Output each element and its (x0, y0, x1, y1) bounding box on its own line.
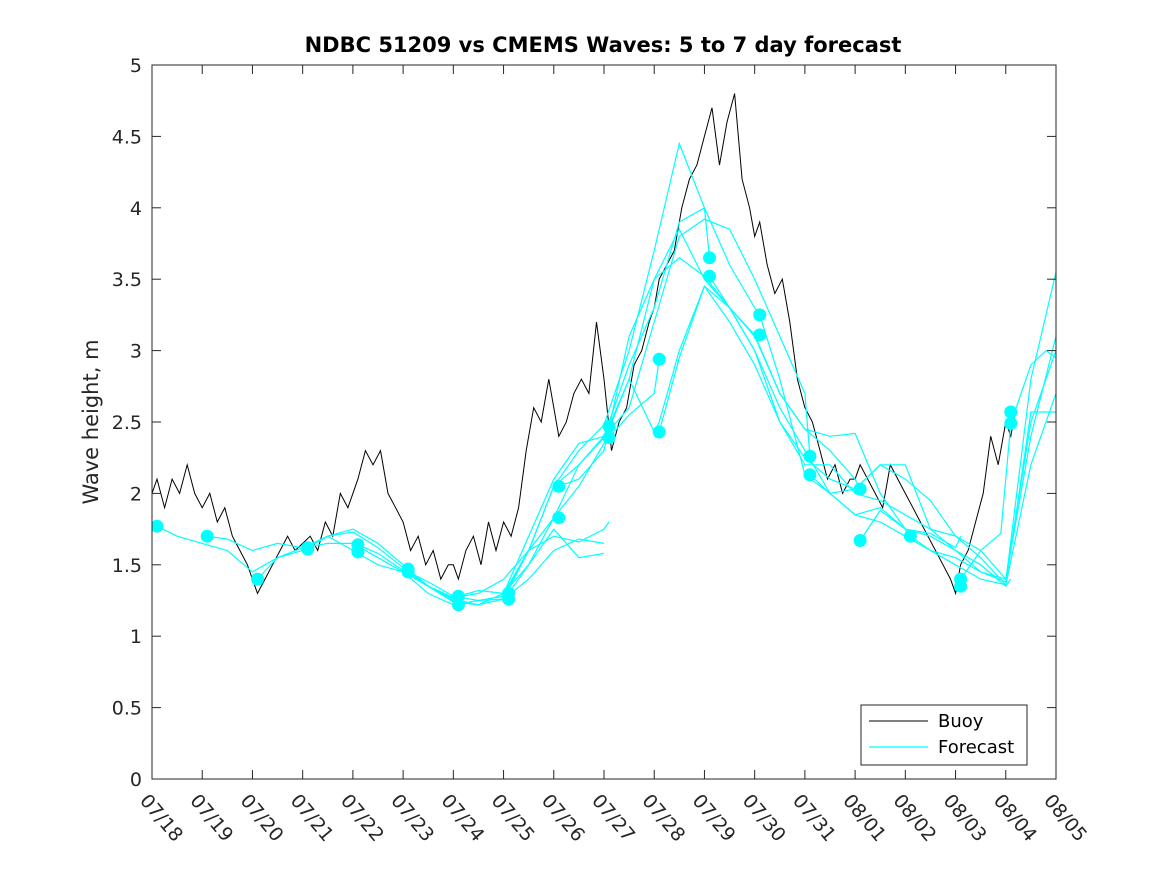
forecast-start-marker (853, 534, 867, 547)
x-tick-label: 08/04 (989, 790, 1041, 846)
forecast-start-marker (301, 542, 315, 556)
forecast-series-line-11 (658, 285, 1012, 588)
x-tick-label: 07/19 (185, 790, 237, 846)
forecast-start-marker (251, 572, 264, 586)
x-tick-label: 07/31 (788, 790, 840, 846)
y-tick-label: 1.5 (112, 555, 142, 577)
forecast-start-marker (954, 579, 968, 593)
x-tick-label: 07/30 (738, 790, 790, 846)
axes-box (151, 64, 1057, 780)
x-tick-label: 07/23 (386, 790, 438, 846)
plot-area (152, 93, 1056, 612)
forecast-start-marker (652, 352, 666, 366)
x-tick-label: 07/21 (286, 790, 338, 846)
x-tick-label: 07/24 (437, 790, 489, 846)
y-tick-label: 2.5 (112, 412, 142, 434)
y-tick-label: 5 (130, 55, 142, 77)
x-tick-label: 08/01 (838, 790, 890, 846)
forecast-start-marker (703, 251, 716, 265)
forecast-start-marker (803, 468, 817, 482)
y-tick-label: 1 (130, 626, 142, 648)
forecast-start-marker (903, 529, 917, 543)
legend-forecast-label: Forecast (938, 737, 1014, 758)
forecast-start-marker (152, 519, 164, 533)
y-tick-label: 4 (130, 198, 142, 220)
forecast-series-line-7 (458, 218, 811, 597)
legend: Buoy Forecast (860, 704, 1028, 766)
y-tick-label: 0.5 (112, 698, 142, 720)
forecast-start-marker (602, 419, 616, 433)
forecast-series-line-14 (809, 336, 1056, 580)
x-tick-label: 07/28 (637, 790, 689, 846)
forecast-start-marker (1004, 405, 1018, 419)
x-tick-label: 07/26 (537, 790, 589, 846)
forecast-start-marker (753, 308, 767, 322)
forecast-start-marker (703, 269, 716, 283)
x-tick-label: 08/02 (889, 790, 941, 846)
forecast-start-marker (502, 592, 516, 606)
forecast-start-marker (552, 479, 566, 493)
x-tick-label: 07/29 (688, 790, 740, 846)
forecast-start-marker (853, 482, 867, 496)
forecast-start-marker (652, 425, 666, 439)
y-tick-label: 4.5 (112, 126, 142, 148)
forecast-start-marker (552, 511, 566, 525)
forecast-series-line-3 (257, 528, 605, 606)
forecast-series-line-4 (307, 359, 660, 606)
forecast-series-line-6 (407, 141, 761, 602)
forecast-start-marker (451, 598, 465, 612)
x-tick-label: 07/25 (487, 790, 539, 846)
forecast-series-line-10 (608, 285, 962, 549)
legend-box (860, 704, 1028, 766)
forecast-start-marker (351, 545, 365, 559)
forecast-series-line-5 (357, 206, 711, 606)
y-tick-label: 3.5 (112, 269, 142, 291)
chart-title: NDBC 51209 vs CMEMS Waves: 5 to 7 day fo… (305, 33, 902, 57)
forecast-series-line-1 (156, 521, 610, 599)
legend-buoy-label: Buoy (938, 711, 984, 732)
forecast-start-marker (753, 328, 767, 342)
y-tick-label: 0 (130, 769, 142, 791)
x-tick-label: 07/20 (236, 790, 288, 846)
x-tick-label: 07/27 (587, 790, 639, 846)
y-tick-label: 2 (130, 483, 142, 505)
forecast-start-marker (401, 565, 415, 579)
x-tick-label: 08/05 (1039, 790, 1091, 846)
forecast-series-line-17 (960, 349, 1056, 580)
x-tick-label: 08/03 (939, 790, 991, 846)
forecast-start-marker (200, 529, 214, 543)
buoy-series-line (152, 93, 1017, 596)
x-tick-label: 07/22 (336, 790, 388, 846)
y-axis-label: Wave height, m (79, 339, 103, 504)
x-tick-label: 07/18 (135, 790, 187, 846)
y-tick-label: 3 (130, 341, 142, 363)
forecast-series-line-15 (859, 271, 1056, 583)
forecast-start-marker (1004, 416, 1018, 430)
forecast-series-line-16 (910, 411, 1056, 586)
forecast-series-line-9 (558, 257, 911, 541)
forecast-series-line-8 (508, 227, 861, 594)
forecast-start-marker (803, 449, 817, 463)
forecast-start-marker (602, 431, 616, 445)
